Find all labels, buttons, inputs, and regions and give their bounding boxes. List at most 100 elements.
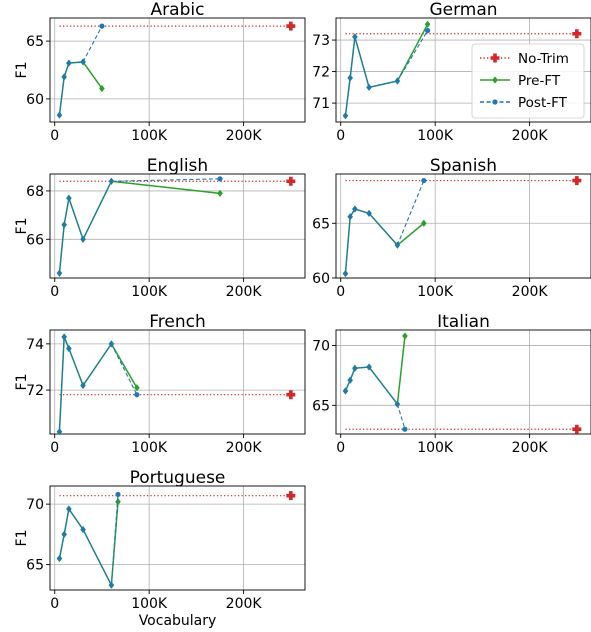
pre-ft-point (134, 384, 140, 392)
pre-ft-point (402, 332, 408, 340)
y-axis-label: F1 (14, 62, 30, 79)
post-ft-line (58, 61, 84, 116)
pre-ft-line (344, 208, 425, 274)
panel-arabic: 0 100K 200K 60 65 Arabic F1 (14, 0, 306, 144)
post-ft-point (394, 400, 400, 408)
x-tick-label: 0 (336, 440, 345, 456)
y-tick-label: 70 (26, 497, 44, 513)
y-tick-label: 72 (26, 383, 44, 399)
post-ft-line-final (396, 180, 425, 246)
y-tick-label: 65 (312, 216, 330, 232)
post-ft-point (217, 176, 223, 182)
post-ft-point (342, 112, 349, 119)
post-ft-point (352, 364, 358, 372)
pre-ft-point (115, 498, 121, 506)
post-ft-line-final (396, 403, 406, 430)
post-ft-point (80, 526, 86, 533)
post-ft-point (108, 581, 114, 589)
x-axis-label: Vocabulary (139, 613, 217, 629)
y-tick-label: 65 (26, 34, 44, 50)
y-tick-label: 71 (312, 96, 330, 112)
x-tick-label: 100K (131, 596, 168, 612)
post-ft-point (80, 58, 86, 66)
post-ft-point (366, 84, 372, 91)
x-tick-label: 200K (512, 284, 549, 300)
post-ft-point (56, 111, 63, 119)
panel-italian: 0 100K 200K 65 70 Italian (312, 312, 591, 456)
y-tick-label: 70 (312, 339, 330, 355)
post-ft-point (366, 363, 372, 371)
post-ft-point (108, 340, 114, 348)
x-tick-label: 100K (131, 128, 168, 144)
x-tick-label: 200K (226, 440, 263, 456)
post-ft-point (342, 270, 349, 277)
axes-frame (49, 329, 306, 435)
post-ft-point (352, 205, 358, 213)
no-trim-marker (286, 176, 296, 186)
post-ft-point (66, 505, 72, 513)
post-ft-line (58, 181, 112, 274)
no-trim-marker (286, 21, 296, 31)
post-ft-point (66, 59, 72, 67)
x-tick-label: 0 (50, 128, 59, 144)
panel-title: Spanish (430, 156, 497, 176)
y-axis-label: F1 (14, 374, 30, 391)
post-ft-line (58, 507, 112, 586)
y-tick-label: 60 (312, 271, 330, 287)
x-tick-label: 200K (512, 128, 549, 144)
panel-title: Portuguese (130, 468, 226, 488)
post-ft-point (342, 387, 349, 395)
x-tick-label: 100K (417, 440, 454, 456)
legend-label: No-Trim (518, 51, 569, 67)
y-tick-label: 74 (26, 337, 44, 353)
axes-frame (49, 485, 306, 591)
pre-ft-point (99, 84, 105, 93)
x-tick-label: 100K (131, 284, 168, 300)
post-ft-line (344, 36, 398, 116)
post-ft-point (366, 210, 372, 217)
post-ft-point (80, 236, 86, 243)
x-tick-label: 200K (226, 284, 263, 300)
post-ft-point (394, 77, 400, 85)
post-ft-point (80, 382, 86, 389)
panel-title: French (149, 312, 206, 332)
no-trim-marker (572, 29, 582, 39)
x-tick-label: 0 (50, 440, 59, 456)
post-ft-point (108, 177, 114, 185)
post-ft-line (58, 336, 112, 432)
post-ft-point (61, 73, 67, 81)
post-ft-point (115, 491, 121, 498)
post-ft-point (56, 428, 63, 435)
post-ft-point (56, 269, 63, 277)
post-ft-point (347, 376, 353, 384)
post-ft-point (134, 392, 140, 398)
post-ft-line-final (111, 178, 221, 182)
x-tick-label: 200K (226, 128, 263, 144)
legend-label: Post-FT (518, 95, 568, 111)
post-ft-point (402, 426, 408, 432)
post-ft-point (61, 333, 67, 341)
y-tick-label: 65 (312, 398, 330, 414)
pre-ft-line (344, 23, 429, 116)
y-tick-label: 65 (26, 558, 44, 574)
post-ft-point (347, 74, 353, 82)
pre-ft-point (424, 20, 431, 28)
axes-frame (335, 173, 591, 279)
post-ft-point (66, 194, 72, 202)
panel-french: 0 100K 200K 72 74 French F1 (14, 312, 306, 456)
axes-frame (49, 17, 306, 123)
legend-marker (492, 76, 498, 84)
pre-ft-line (58, 61, 103, 116)
x-tick-label: 100K (417, 284, 454, 300)
legend-marker (490, 53, 500, 63)
pre-ft-line (58, 336, 138, 432)
axes-frame (335, 329, 591, 435)
y-tick-label: 72 (312, 65, 330, 81)
x-tick-label: 200K (226, 596, 263, 612)
y-tick-label: 73 (312, 33, 330, 49)
y-tick-label: 60 (26, 92, 44, 108)
post-ft-line-final (396, 30, 429, 82)
x-tick-label: 0 (336, 128, 345, 144)
y-tick-label: 68 (26, 184, 44, 200)
y-axis-label: F1 (14, 218, 30, 235)
